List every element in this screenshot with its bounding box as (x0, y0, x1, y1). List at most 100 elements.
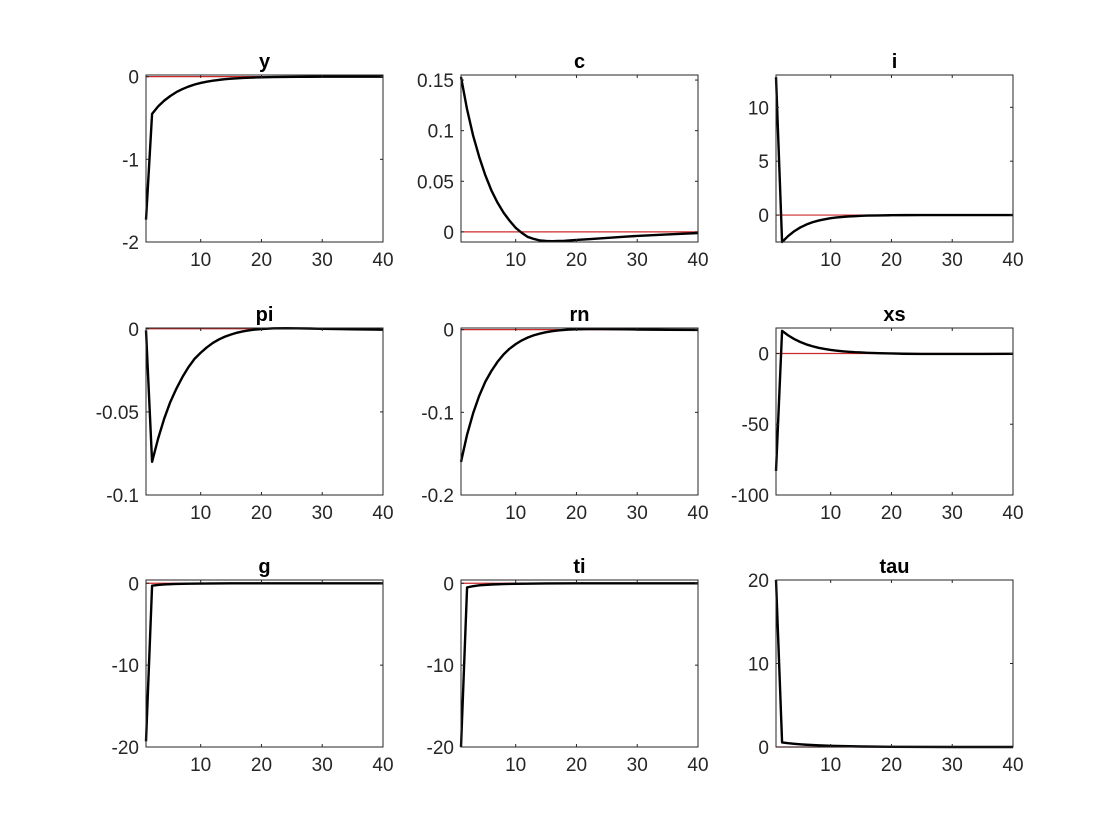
y-tick-label: 0 (758, 206, 769, 227)
x-tick-label: 30 (312, 250, 333, 271)
axes-box (145, 74, 384, 243)
y-tick-label: 0 (758, 344, 769, 365)
axes-box (775, 579, 1014, 748)
subplot-y: 10 20 30 40 0 -1 -2 y (122, 51, 393, 271)
x-tick-label: 30 (312, 503, 333, 524)
x-tick-label: 40 (1002, 503, 1023, 524)
subplot-title: rn (570, 304, 590, 326)
x-tick-label: 20 (566, 250, 587, 271)
x-tick-label: 20 (251, 250, 272, 271)
subplot-title: i (892, 51, 898, 73)
response-line-xs (774, 329, 1014, 471)
response-line-rn (459, 327, 699, 463)
subplot-ti: 10 20 30 40 0 -10 -20 ti (427, 556, 709, 776)
x-tick-label: 40 (687, 755, 708, 776)
x-tick-label: 10 (820, 755, 841, 776)
subplot-title: pi (256, 304, 274, 326)
x-tick-label: 20 (251, 755, 272, 776)
subplot-c: 10 20 30 40 0.15 0.1 0.05 0 c (417, 51, 709, 271)
x-tick-label: 20 (881, 250, 902, 271)
subplot-rn: 10 20 30 40 0 -0.1 -0.2 rn (421, 304, 708, 524)
y-tick-label: 0 (128, 320, 139, 341)
x-tick-label: 10 (505, 250, 526, 271)
x-tick-label: 30 (942, 503, 963, 524)
response-line-pi (144, 326, 384, 463)
x-tick-label: 30 (627, 755, 648, 776)
y-tick-label: 5 (758, 152, 769, 173)
x-tick-label: 40 (372, 250, 393, 271)
y-tick-label: -0.1 (421, 403, 454, 424)
response-line-i (774, 77, 1013, 244)
axes-box (460, 74, 699, 243)
subplot-xs: 10 20 30 40 0 -50 -100 xs (731, 304, 1024, 524)
y-tick-label: 0 (128, 68, 139, 89)
x-tick-label: 10 (190, 755, 211, 776)
axes-box (460, 327, 699, 496)
y-tick-label: 0 (128, 574, 139, 595)
y-tick-label: 0.1 (428, 122, 454, 143)
x-tick-label: 10 (820, 250, 841, 271)
y-tick-label: -10 (427, 656, 454, 677)
subplot-title: ti (573, 556, 585, 578)
y-tick-label: -20 (112, 738, 139, 759)
x-tick-label: 40 (372, 503, 393, 524)
y-tick-label: -50 (742, 415, 769, 436)
x-tick-label: 30 (942, 755, 963, 776)
subplot-pi: 10 20 30 40 0 -0.05 -0.1 pi (96, 304, 394, 524)
response-line-y (144, 75, 383, 220)
x-tick-label: 10 (505, 503, 526, 524)
axes-box (775, 327, 1014, 496)
x-tick-label: 10 (190, 503, 211, 524)
x-tick-label: 10 (820, 503, 841, 524)
x-tick-label: 30 (312, 755, 333, 776)
response-line-ti (459, 582, 698, 748)
subplot-title: tau (880, 556, 910, 578)
subplot-title: c (574, 51, 585, 73)
x-tick-label: 20 (881, 503, 902, 524)
x-tick-label: 20 (881, 755, 902, 776)
y-tick-label: 0 (443, 321, 454, 342)
y-tick-label: -2 (122, 233, 139, 254)
y-tick-label: 0 (758, 738, 769, 759)
y-tick-label: 10 (748, 98, 769, 119)
axes-box (145, 579, 384, 748)
response-line-g (144, 582, 383, 742)
subplot-title: g (258, 556, 270, 578)
y-tick-label: -20 (427, 738, 454, 759)
x-tick-label: 40 (1002, 250, 1023, 271)
y-tick-label: 20 (748, 571, 769, 592)
subplot-grid: 10 20 30 40 0 -1 -2 y 10 20 30 40 0.15 0.1 0.05 0 c 10 20 3… (96, 51, 1024, 776)
y-tick-label: -10 (112, 656, 139, 677)
y-tick-label: 0 (443, 223, 454, 244)
y-tick-label: 0.15 (417, 71, 454, 92)
axes-box (145, 327, 384, 496)
x-tick-label: 40 (1002, 755, 1023, 776)
x-tick-label: 20 (251, 503, 272, 524)
y-tick-label: 0.05 (417, 172, 454, 193)
y-tick-label: -100 (731, 486, 769, 507)
y-tick-label: 0 (443, 574, 454, 595)
axes-box (460, 579, 699, 748)
x-tick-label: 20 (566, 755, 587, 776)
x-tick-label: 40 (372, 755, 393, 776)
x-tick-label: 10 (505, 755, 526, 776)
y-tick-label: -0.2 (421, 486, 454, 507)
subplot-title: xs (883, 304, 905, 326)
subplot-title: y (259, 51, 271, 73)
response-line-tau (774, 579, 1013, 749)
response-line-c (459, 76, 699, 243)
x-tick-label: 40 (687, 250, 708, 271)
x-tick-label: 10 (190, 250, 211, 271)
x-tick-label: 20 (566, 503, 587, 524)
subplot-i: 10 20 30 40 10 5 0 i (748, 51, 1024, 271)
y-tick-label: -0.05 (96, 403, 139, 424)
y-tick-label: -1 (122, 150, 139, 171)
y-tick-label: -0.1 (106, 486, 139, 507)
x-tick-label: 30 (627, 250, 648, 271)
x-tick-label: 30 (942, 250, 963, 271)
x-tick-label: 30 (627, 503, 648, 524)
subplot-tau: 10 20 30 40 20 10 0 tau (748, 556, 1024, 776)
axes-box (775, 74, 1014, 243)
x-tick-label: 40 (687, 503, 708, 524)
